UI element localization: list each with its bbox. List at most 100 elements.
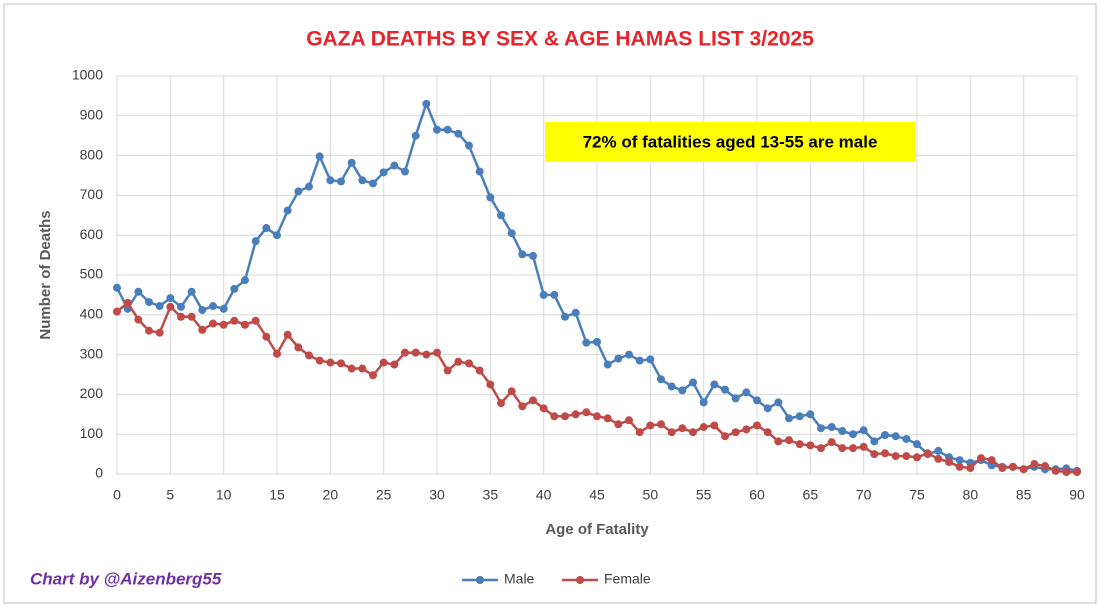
legend-marker [476,576,484,584]
data-point [326,358,335,367]
data-point [507,387,516,396]
data-point [433,125,441,134]
data-point [283,206,292,215]
data-point [177,302,185,311]
data-point [358,364,367,373]
data-point [891,452,900,461]
data-point [881,449,889,458]
data-point [294,343,303,352]
data-point [891,432,900,441]
data-point [497,399,505,408]
data-point [902,434,911,443]
data-point [838,444,847,453]
data-point [699,423,708,432]
data-point [881,430,889,439]
data-point [401,167,409,176]
data-point [934,454,943,463]
data-point [241,276,249,285]
x-tick-label: 85 [1016,487,1032,503]
data-point [337,177,345,186]
data-point [177,312,185,321]
data-point [603,414,612,423]
data-point [763,428,772,437]
data-point [827,423,836,432]
data-point [390,360,399,369]
data-point [401,348,409,357]
data-point [806,410,815,419]
data-point [390,161,399,170]
data-point [721,385,729,394]
data-point [710,421,719,430]
data-point [614,354,623,363]
data-point [305,182,313,191]
data-point [283,330,292,339]
annotation: 72% of fatalities aged 13-55 are male [583,132,878,151]
data-point [753,421,761,430]
data-point [678,424,687,433]
data-point [507,229,516,238]
data-point [785,436,793,445]
data-point [518,250,527,259]
data-point [337,359,345,368]
annotation-box [545,122,916,162]
y-tick-label: 200 [80,385,104,401]
data-point [817,424,825,433]
data-point [497,211,505,220]
data-point [209,319,217,328]
data-point [977,454,985,463]
data-point [561,412,569,421]
data-point [145,298,153,307]
data-point [870,450,879,459]
data-point [219,320,228,329]
data-point [987,456,996,465]
y-tick-label: 900 [80,107,104,123]
data-point [625,416,633,425]
data-point [635,428,644,437]
data-point [433,348,441,357]
data-point [1062,468,1071,477]
data-point [358,176,367,185]
data-point [123,298,132,307]
data-point [689,428,697,437]
data-point [454,129,463,138]
data-point [635,356,644,365]
data-point [689,378,697,387]
data-point [1009,462,1017,471]
x-tick-label: 65 [803,487,819,503]
data-point [721,432,729,441]
data-point [379,358,388,367]
y-tick-label: 700 [80,186,104,202]
data-point [945,458,953,467]
data-point [582,338,591,347]
data-point [550,412,559,421]
data-point [155,302,164,311]
x-tick-label: 35 [483,487,499,503]
data-point [763,404,772,413]
x-tick-label: 15 [269,487,285,503]
chart-title: GAZA DEATHS BY SEX & AGE HAMAS LIST 3/20… [306,28,814,51]
data-point [849,444,857,453]
x-tick-label: 30 [429,487,445,503]
x-tick-label: 50 [643,487,659,503]
data-point [443,125,452,134]
data-point [187,287,196,296]
data-point [625,350,633,359]
data-point [315,356,324,365]
legend-marker [576,576,584,584]
data-point [657,420,665,429]
data-point [571,308,580,317]
data-point [838,427,847,436]
data-point [230,284,239,293]
data-point [753,396,761,405]
data-point [454,357,463,366]
x-tick-label: 5 [166,487,174,503]
x-tick-label: 90 [1069,487,1085,503]
data-point [902,452,911,461]
data-point [710,380,719,389]
y-tick-label: 100 [80,425,104,441]
data-point [134,315,143,324]
data-point [273,349,281,358]
data-point [678,386,687,395]
x-tick-label: 60 [749,487,765,503]
data-point [465,359,473,368]
